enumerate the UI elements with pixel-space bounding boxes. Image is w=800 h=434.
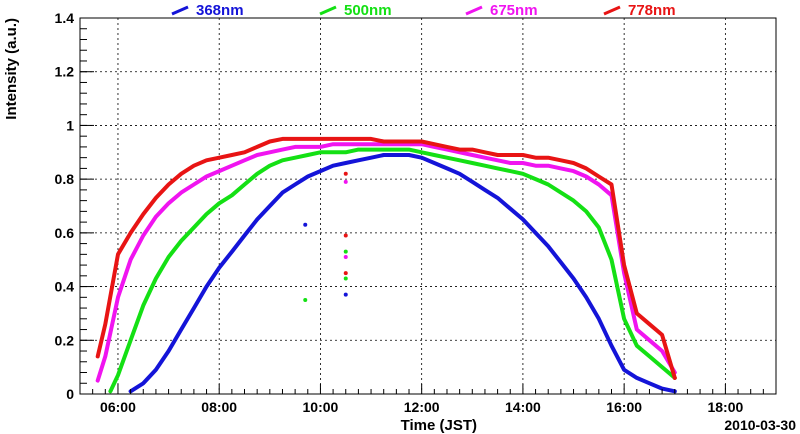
y-tick-label: 1 xyxy=(66,117,74,133)
axes: 06:00 08:00 10:00 12:00 14:00 16:00 18:00 0 0.2 0… xyxy=(55,10,777,415)
y-tick-label: 0.4 xyxy=(55,279,75,295)
legend-label-500nm: 500nm xyxy=(344,2,392,19)
legend-label-368nm: 368nm xyxy=(196,2,244,19)
series-line-500nm xyxy=(108,147,677,394)
legend-label-778nm: 778nm xyxy=(628,2,676,19)
x-tick-label: 06:00 xyxy=(100,399,136,415)
legend-swatch-368nm xyxy=(171,5,189,16)
outlier-point-778nm xyxy=(343,233,348,238)
date-label: 2010-03-30 xyxy=(724,417,796,433)
outlier-point-675nm xyxy=(343,255,348,260)
x-tick-label: 16:00 xyxy=(606,399,642,415)
outlier-point-500nm xyxy=(343,249,348,254)
y-tick-label: 0.8 xyxy=(55,171,75,187)
plot-frame xyxy=(79,17,777,395)
outlier-point-368nm xyxy=(303,222,308,227)
x-tick-label: 08:00 xyxy=(201,399,237,415)
y-tick-label: 0.2 xyxy=(55,332,75,348)
outlier-point-500nm xyxy=(343,276,348,281)
y-tick-label: 0.6 xyxy=(55,225,75,241)
series-line-778nm xyxy=(95,136,677,380)
outlier-point-368nm xyxy=(343,292,348,297)
grid xyxy=(80,18,776,394)
y-axis-title: Intensity (a.u.) xyxy=(3,18,20,120)
legend-label-675nm: 675nm xyxy=(490,2,538,19)
x-tick-label: 12:00 xyxy=(404,399,440,415)
legend-swatch-778nm xyxy=(603,5,621,16)
series-line-368nm xyxy=(128,153,677,394)
legend: 368nm 500nm 675nm 778nm xyxy=(171,2,676,19)
outlier-point-675nm xyxy=(343,179,348,184)
y-tick-label: 1.2 xyxy=(55,64,75,80)
series-line-675nm xyxy=(95,142,677,383)
x-tick-label: 10:00 xyxy=(303,399,339,415)
outlier-point-778nm xyxy=(343,171,348,176)
x-tick-label: 18:00 xyxy=(707,399,743,415)
outlier-point-778nm xyxy=(343,271,348,276)
outlier-points xyxy=(303,171,348,302)
x-axis-title: Time (JST) xyxy=(401,417,477,434)
legend-swatch-675nm xyxy=(465,5,483,16)
outlier-point-500nm xyxy=(303,298,308,302)
plot-series xyxy=(95,136,677,394)
y-tick-label: 1.4 xyxy=(55,10,75,26)
y-tick-label: 0 xyxy=(66,386,74,402)
legend-swatch-500nm xyxy=(319,5,337,16)
x-tick-label: 14:00 xyxy=(505,399,541,415)
